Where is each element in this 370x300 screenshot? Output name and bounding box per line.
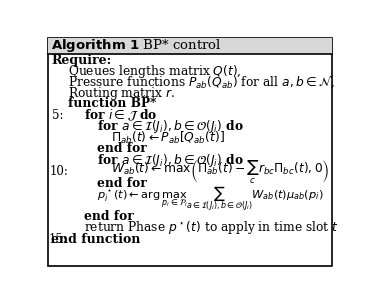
Text: Pressure functions $P_{ab}(Q_{ab})$ for all $a, b \in \mathcal{N}$,: Pressure functions $P_{ab}(Q_{ab})$ for … <box>68 74 334 90</box>
Text: 10:: 10: <box>50 165 68 178</box>
Text: end function: end function <box>51 233 141 246</box>
Text: $p_i^\star(t) \leftarrow \arg\max_{p_i \in \mathcal{P}_i} \sum_{a \in \mathcal{I: $p_i^\star(t) \leftarrow \arg\max_{p_i \… <box>97 184 324 214</box>
Text: $W_{ab}(t) \leftarrow \max\left(\Pi_{ab}(t) - \sum_c r_{bc}\Pi_{bc}(t), 0\right): $W_{ab}(t) \leftarrow \max\left(\Pi_{ab}… <box>111 158 329 185</box>
Text: 15:: 15: <box>49 233 68 246</box>
Text: function BP*: function BP* <box>68 98 156 110</box>
Text: for $i \in \mathcal{J}$ do: for $i \in \mathcal{J}$ do <box>84 108 157 123</box>
Text: Require:: Require: <box>51 54 112 67</box>
Text: for $a \in \mathcal{I}(J_i), b \in \mathcal{O}(J_i)$ do: for $a \in \mathcal{I}(J_i), b \in \math… <box>97 118 244 135</box>
Text: end for: end for <box>84 210 133 223</box>
FancyBboxPatch shape <box>48 38 332 54</box>
Text: Routing matrix $r$.: Routing matrix $r$. <box>68 85 175 102</box>
Text: Queues lengths matrix $Q(t)$,: Queues lengths matrix $Q(t)$, <box>68 63 241 80</box>
Text: end for: end for <box>97 142 147 155</box>
Text: for $a \in \mathcal{I}(J_i), b \in \mathcal{O}(J_i)$ do: for $a \in \mathcal{I}(J_i), b \in \math… <box>97 152 244 169</box>
FancyBboxPatch shape <box>48 38 332 266</box>
Text: end for: end for <box>97 177 147 190</box>
Text: return Phase $p^\star(t)$ to apply in time slot $t$: return Phase $p^\star(t)$ to apply in ti… <box>84 219 339 236</box>
Text: 5:: 5: <box>52 109 64 122</box>
Text: $\bf{Algorithm\ 1}$ BP* control: $\bf{Algorithm\ 1}$ BP* control <box>51 38 222 54</box>
Text: $\Pi_{ab}(t) \leftarrow P_{ab}\left[Q_{ab}(t)\right]$: $\Pi_{ab}(t) \leftarrow P_{ab}\left[Q_{a… <box>111 130 225 146</box>
